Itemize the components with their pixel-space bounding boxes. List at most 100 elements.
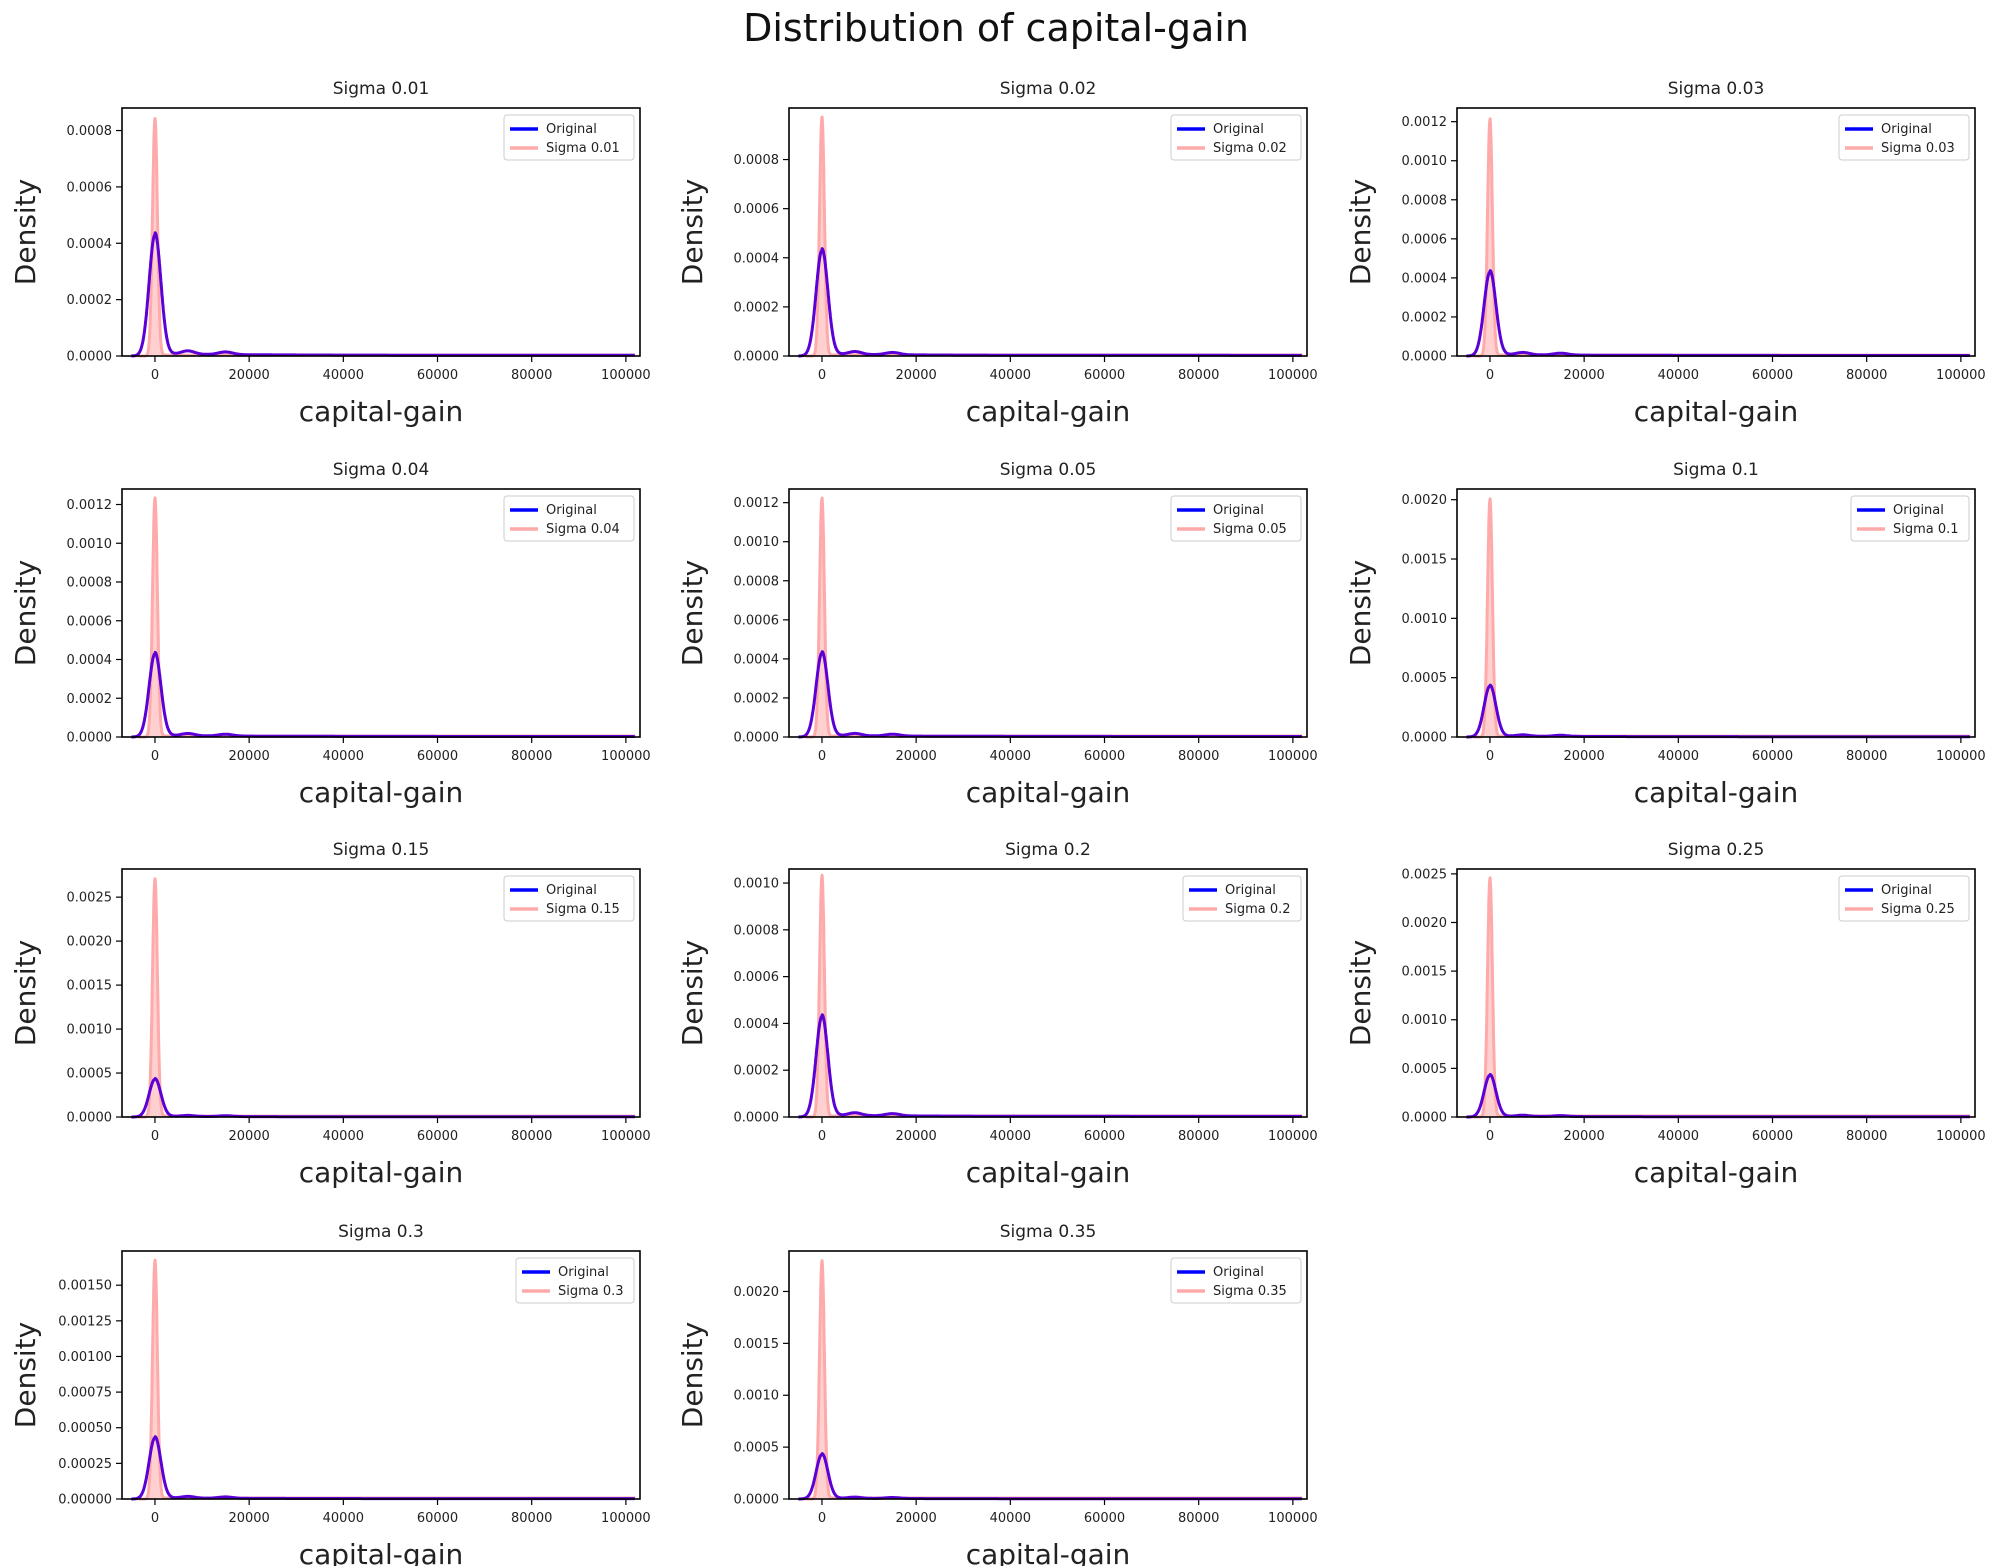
y-tick-label: 0.0012 [734, 496, 780, 511]
x-tick-label: 100000 [601, 749, 651, 764]
y-tick-label: 0.00150 [58, 1279, 112, 1294]
y-tick-label: 0.0006 [734, 970, 780, 985]
x-tick-label: 60000 [1752, 749, 1793, 764]
original-density-line [1465, 269, 1971, 358]
x-tick-label: 80000 [1846, 749, 1887, 764]
y-tick-label: 0.0006 [734, 613, 780, 628]
y-tick-label: 0.00025 [58, 1457, 112, 1472]
x-tick-label: 20000 [1563, 368, 1604, 383]
legend-label-sigma: Sigma 0.15 [546, 902, 620, 917]
legend-label-original: Original [1225, 883, 1276, 898]
original-density-line [130, 231, 636, 358]
x-tick-label: 100000 [1268, 1129, 1318, 1144]
x-tick-label: 80000 [1178, 749, 1219, 764]
legend-label-sigma: Sigma 0.2 [1225, 902, 1291, 917]
y-tick-label: 0.0004 [67, 653, 113, 668]
y-tick-label: 0.0000 [1402, 350, 1448, 365]
subplot-title: Sigma 0.1 [1673, 460, 1759, 480]
x-tick-label: 40000 [990, 368, 1031, 383]
subplot-title: Sigma 0.05 [1000, 460, 1097, 480]
legend-label-sigma: Sigma 0.3 [558, 1284, 624, 1299]
legend-label-sigma: Sigma 0.35 [1213, 1284, 1287, 1299]
x-tick-label: 60000 [1084, 1511, 1125, 1526]
y-tick-label: 0.0015 [734, 1337, 780, 1352]
x-tick-label: 60000 [1084, 1129, 1125, 1144]
subplot-title: Sigma 0.02 [1000, 79, 1097, 99]
y-tick-label: 0.0004 [734, 251, 780, 266]
legend-label-original: Original [1213, 1265, 1264, 1280]
x-tick-label: 40000 [1658, 1129, 1699, 1144]
y-tick-label: 0.0006 [67, 614, 113, 629]
y-tick-label: 0.0005 [734, 1441, 780, 1456]
y-axis-label: Density [1344, 560, 1377, 666]
y-tick-label: 0.0002 [734, 1064, 780, 1079]
y-tick-label: 0.0002 [734, 691, 780, 706]
subplot-11: Sigma 0.35 0 20000 40000 60000 80000 100000 0.0… [676, 1222, 1318, 1566]
y-axis-label: Density [676, 940, 709, 1046]
legend-label-sigma: Sigma 0.04 [546, 522, 620, 537]
x-tick-label: 20000 [1563, 749, 1604, 764]
x-axis-label: capital-gain [1634, 395, 1799, 428]
y-tick-label: 0.0025 [1402, 867, 1448, 882]
x-tick-label: 0 [151, 1129, 159, 1144]
y-tick-label: 0.0020 [67, 935, 113, 950]
original-density-line [130, 1077, 636, 1119]
plot-frame [788, 868, 1308, 1118]
y-tick-label: 0.0000 [1402, 731, 1448, 746]
x-tick-label: 60000 [417, 368, 458, 383]
x-tick-label: 20000 [895, 1129, 936, 1144]
x-tick-label: 100000 [601, 368, 651, 383]
plot-frame [121, 868, 641, 1118]
y-axis-label: Density [1344, 940, 1377, 1046]
x-tick-label: 40000 [323, 1511, 364, 1526]
y-tick-label: 0.0020 [1402, 493, 1448, 508]
x-tick-label: 80000 [1846, 368, 1887, 383]
y-tick-label: 0.0025 [67, 891, 113, 906]
y-tick-label: 0.0008 [734, 153, 780, 168]
y-tick-label: 0.0002 [1402, 310, 1448, 325]
original-density-line [130, 1435, 636, 1501]
y-tick-label: 0.0000 [67, 350, 113, 365]
original-density-line [797, 1013, 1303, 1119]
legend-label-original: Original [1213, 122, 1264, 137]
y-tick-label: 0.0000 [734, 731, 780, 746]
original-density-line [797, 650, 1303, 739]
sigma-density-area [811, 117, 833, 356]
y-tick-label: 0.0000 [734, 350, 780, 365]
x-tick-label: 20000 [228, 749, 269, 764]
subplot-10: Sigma 0.3 0 20000 40000 60000 80000 100000 0.00… [9, 1222, 651, 1566]
x-tick-label: 100000 [1936, 1129, 1986, 1144]
x-axis-label: capital-gain [966, 395, 1131, 428]
x-tick-label: 80000 [511, 749, 552, 764]
x-tick-label: 60000 [1084, 749, 1125, 764]
y-tick-label: 0.00000 [58, 1493, 112, 1508]
y-tick-label: 0.0015 [1402, 965, 1448, 980]
plot-frame [121, 1250, 641, 1500]
y-tick-label: 0.0008 [67, 576, 113, 591]
x-tick-label: 100000 [1936, 749, 1986, 764]
x-tick-label: 80000 [511, 368, 552, 383]
y-tick-label: 0.0012 [1402, 115, 1448, 130]
y-tick-label: 0.0010 [67, 537, 113, 552]
x-axis-label: capital-gain [299, 395, 464, 428]
y-tick-label: 0.00100 [58, 1350, 112, 1365]
subplot-8: Sigma 0.2 0 20000 40000 60000 80000 100000 0.00… [676, 840, 1318, 1189]
x-tick-label: 0 [818, 1129, 826, 1144]
x-tick-label: 40000 [323, 749, 364, 764]
y-tick-label: 0.0020 [1402, 916, 1448, 931]
subplot-title: Sigma 0.3 [338, 1222, 424, 1242]
x-tick-label: 60000 [417, 1511, 458, 1526]
x-tick-label: 40000 [990, 1511, 1031, 1526]
y-tick-label: 0.0002 [67, 293, 113, 308]
plot-frame [1456, 107, 1976, 357]
y-tick-label: 0.0010 [1402, 1013, 1448, 1028]
y-tick-label: 0.0015 [67, 979, 113, 994]
subplot-6: Sigma 0.1 0 20000 40000 60000 80000 100000 0.00… [1344, 460, 1986, 809]
original-density-line [130, 650, 636, 739]
original-density-line [1465, 1073, 1971, 1119]
legend-label-sigma: Sigma 0.01 [546, 141, 620, 156]
x-tick-label: 40000 [1658, 368, 1699, 383]
y-tick-label: 0.00125 [58, 1314, 112, 1329]
y-tick-label: 0.0005 [1402, 671, 1448, 686]
